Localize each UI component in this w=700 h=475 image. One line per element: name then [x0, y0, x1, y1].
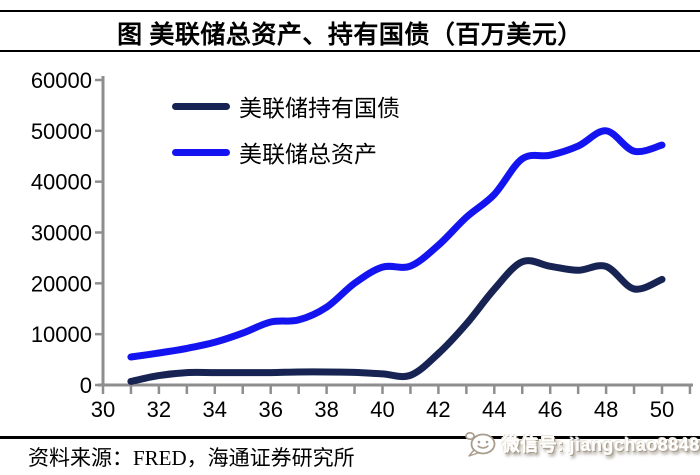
x-tick-label: 48 — [594, 397, 618, 422]
wechat-chat-bubble-icon — [465, 431, 496, 457]
x-tick-label: 46 — [538, 397, 562, 422]
x-tick-label: 44 — [482, 397, 506, 422]
x-tick-label: 36 — [258, 397, 282, 422]
legend-label-1: 美联储总资产 — [239, 142, 377, 167]
x-tick-label: 32 — [147, 397, 171, 422]
legend-label-0: 美联储持有国债 — [239, 96, 400, 121]
x-tick-label: 34 — [203, 397, 227, 422]
title-bottom-rule — [0, 50, 700, 52]
x-tick-label: 38 — [314, 397, 338, 422]
y-tick-label: 30000 — [31, 221, 92, 246]
x-tick-label: 40 — [370, 397, 394, 422]
footer-rule — [0, 436, 700, 439]
watermark-label: 微信号: jiangchao8848 — [502, 435, 700, 455]
x-tick-label: 50 — [650, 397, 674, 422]
chart-legend: 美联储持有国债 美联储总资产 — [172, 90, 400, 182]
y-tick-label: 60000 — [31, 68, 92, 93]
y-tick-label: 10000 — [31, 322, 92, 347]
chart-title: 图 美联储总资产、持有国债（百万美元） — [117, 22, 583, 49]
x-tick-label: 30 — [91, 397, 115, 422]
x-tick-label: 42 — [426, 397, 450, 422]
y-tick-label: 20000 — [31, 271, 92, 296]
legend-swatch-0 — [172, 102, 230, 110]
title-top-rule — [0, 10, 700, 12]
source-note: 资料来源：FRED，海通证券研究所 — [28, 446, 355, 470]
legend-item-0: 美联储持有国债 — [172, 90, 400, 122]
y-tick-label: 0 — [80, 373, 92, 398]
series-line-1 — [127, 127, 666, 361]
legend-swatch-1 — [172, 148, 230, 156]
watermark: 微信号: jiangchao8848 — [464, 429, 700, 459]
y-tick-label: 40000 — [31, 170, 92, 195]
legend-item-1: 美联储总资产 — [172, 136, 400, 168]
series-line-0 — [127, 257, 666, 385]
y-tick-label: 50000 — [31, 119, 92, 144]
